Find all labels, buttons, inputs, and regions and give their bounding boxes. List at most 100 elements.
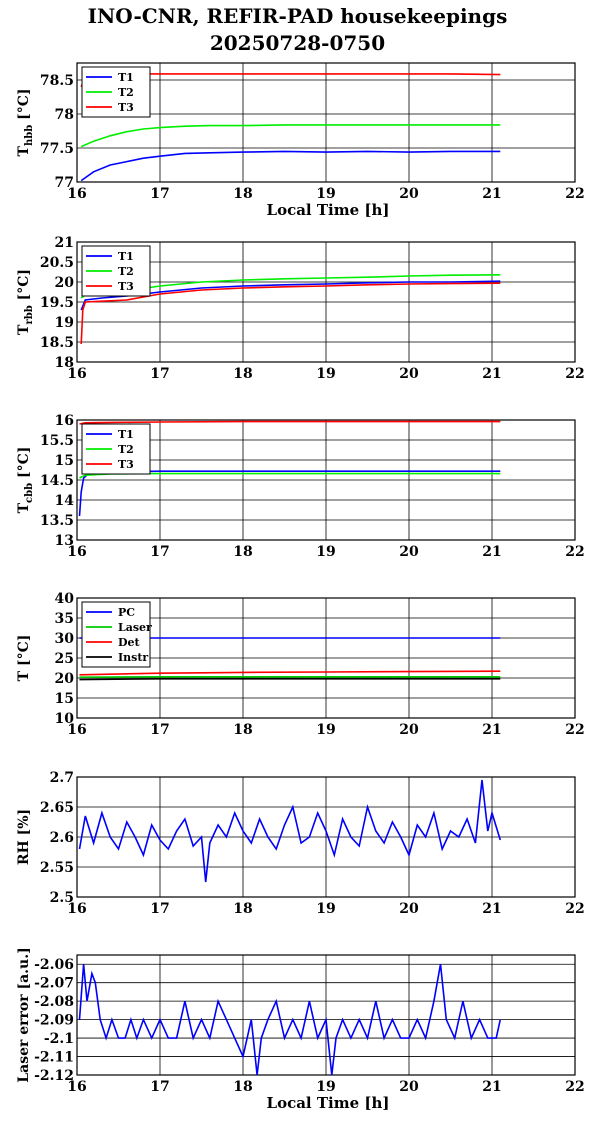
series-line-t1 [78, 470, 501, 517]
y-axis-label: Thbb [°C] [16, 89, 35, 157]
x-tick-label: 16 [67, 722, 86, 738]
x-tick-label: 18 [233, 1079, 252, 1095]
y-tick-label: 20.5 [40, 255, 74, 271]
x-tick-label: 19 [316, 544, 335, 560]
y-tick-label: 77 [55, 175, 74, 191]
x-tick-label: 21 [482, 544, 501, 560]
x-tick-label: 21 [482, 901, 501, 917]
x-tick-label: 21 [482, 186, 501, 202]
chart-panel-5: 2.5 2.55 2.6 2.65 2.7 16 17 18 19 20 21 22 RH [%] [16, 770, 585, 917]
legend-label: T2 [118, 443, 134, 456]
x-tick-label: 22 [565, 901, 584, 917]
legend-label: Det [118, 636, 141, 649]
x-tick-label: 16 [67, 1079, 86, 1095]
legend-label: T3 [118, 280, 134, 293]
y-tick-label: 2.65 [40, 800, 74, 816]
x-tick-label: 19 [316, 1079, 335, 1095]
x-tick-label: 19 [316, 722, 335, 738]
legend-label: T1 [118, 428, 134, 441]
y-tick-label: -2.08 [34, 994, 74, 1010]
x-tick-label: 17 [150, 366, 169, 382]
x-tick-label: 19 [316, 186, 335, 202]
y-tick-label: 19 [55, 315, 74, 331]
x-tick-label: 18 [233, 186, 252, 202]
x-tick-label: 21 [482, 722, 501, 738]
legend-label: T3 [118, 458, 134, 471]
x-tick-label: 18 [233, 366, 252, 382]
legend-label: T3 [118, 101, 134, 114]
y-axis-label: Laser error [a.u.] [16, 947, 32, 1082]
x-tick-label: 22 [565, 1079, 584, 1095]
x-tick-label: 17 [150, 544, 169, 560]
y-tick-label: 15.5 [40, 433, 74, 449]
y-tick-label: 16 [55, 413, 74, 429]
x-tick-label: 20 [399, 186, 419, 202]
y-tick-label: 40 [55, 591, 75, 607]
x-tick-label: 16 [67, 901, 86, 917]
y-tick-label: 2.7 [50, 770, 74, 786]
y-tick-label: 19.5 [40, 295, 74, 311]
legend-label: T1 [118, 250, 134, 263]
y-tick-label: 21 [55, 235, 74, 251]
x-tick-label: 22 [565, 366, 584, 382]
series-line-t2 [79, 472, 501, 479]
x-tick-label: 20 [399, 544, 419, 560]
chart-panel-6: -2.12 -2.11 -2.1 -2.09 -2.08 -2.07 -2.06 16 17 18… [16, 947, 585, 1112]
y-tick-label: -2.11 [34, 1050, 74, 1066]
x-tick-label: 16 [67, 186, 86, 202]
series-line-t1 [80, 280, 501, 311]
y-tick-label: 13 [55, 533, 74, 549]
chart-panel-3: 13 13.5 14 14.5 15 15.5 16 16 17 18 19 20 21 22 T1 T2 T3… [16, 413, 585, 560]
y-tick-label: 15 [55, 453, 74, 469]
chart-title: INO-CNR, REFIR-PAD housekeepings [87, 4, 508, 28]
legend-label: T1 [118, 71, 134, 84]
x-tick-label: 22 [565, 544, 584, 560]
y-tick-label: 20 [55, 275, 75, 291]
series-line-det [79, 670, 501, 676]
y-tick-label: 78 [55, 107, 74, 123]
y-axis-label: Trbb [°C] [16, 269, 35, 335]
chart-panel-4: 10 15 20 25 30 35 40 16 17 18 19 20 21 22 PC Laser Det In… [16, 591, 585, 738]
y-tick-label: 78.5 [40, 73, 74, 89]
y-tick-label: -2.07 [34, 976, 74, 992]
y-tick-label: 14 [55, 493, 75, 509]
x-tick-label: 16 [67, 544, 86, 560]
y-tick-label: 10 [55, 711, 75, 727]
chart-panel-2: 18 18.5 19 19.5 20 20.5 21 16 17 18 19 20 21 22 T1 T2 T3… [16, 235, 585, 382]
x-tick-label: 20 [399, 366, 419, 382]
x-axis-label: Local Time [h] [267, 1094, 390, 1112]
y-tick-label: 18.5 [40, 335, 74, 351]
y-axis-label: RH [%] [16, 809, 32, 865]
y-tick-label: 2.6 [50, 830, 74, 846]
series-line-t2 [80, 124, 501, 148]
legend-label: T2 [118, 265, 134, 278]
y-tick-label: -2.12 [34, 1068, 74, 1084]
y-tick-label: 20 [55, 671, 75, 687]
x-tick-label: 18 [233, 544, 252, 560]
series-line-t1 [80, 150, 501, 182]
y-tick-label: 35 [55, 611, 74, 627]
x-tick-label: 19 [316, 901, 335, 917]
y-axis-label: Tcbb [°C] [16, 447, 35, 514]
x-tick-label: 18 [233, 722, 252, 738]
x-tick-label: 21 [482, 366, 501, 382]
series-line-data [78, 779, 502, 883]
legend-label: PC [118, 606, 135, 619]
chart-panel-1: 77 77.5 78 78.5 16 17 18 19 20 21 22 T1 T2 T3 Thbb [°C… [16, 62, 585, 219]
x-tick-label: 22 [565, 722, 584, 738]
x-tick-label: 17 [150, 1079, 169, 1095]
legend-box [81, 245, 151, 297]
series-line-t3 [80, 282, 501, 345]
y-tick-label: 30 [55, 631, 75, 647]
y-tick-label: 15 [55, 691, 74, 707]
y-tick-label: -2.06 [34, 957, 74, 973]
x-tick-label: 17 [150, 722, 169, 738]
y-tick-label: 13.5 [40, 513, 74, 529]
chart-subtitle: 20250728-0750 [209, 31, 386, 55]
y-tick-label: 2.5 [50, 890, 74, 906]
y-axis-label: T [°C] [16, 635, 32, 682]
x-axis-label: Local Time [h] [267, 201, 390, 219]
x-tick-label: 17 [150, 901, 169, 917]
x-tick-label: 20 [399, 1079, 419, 1095]
